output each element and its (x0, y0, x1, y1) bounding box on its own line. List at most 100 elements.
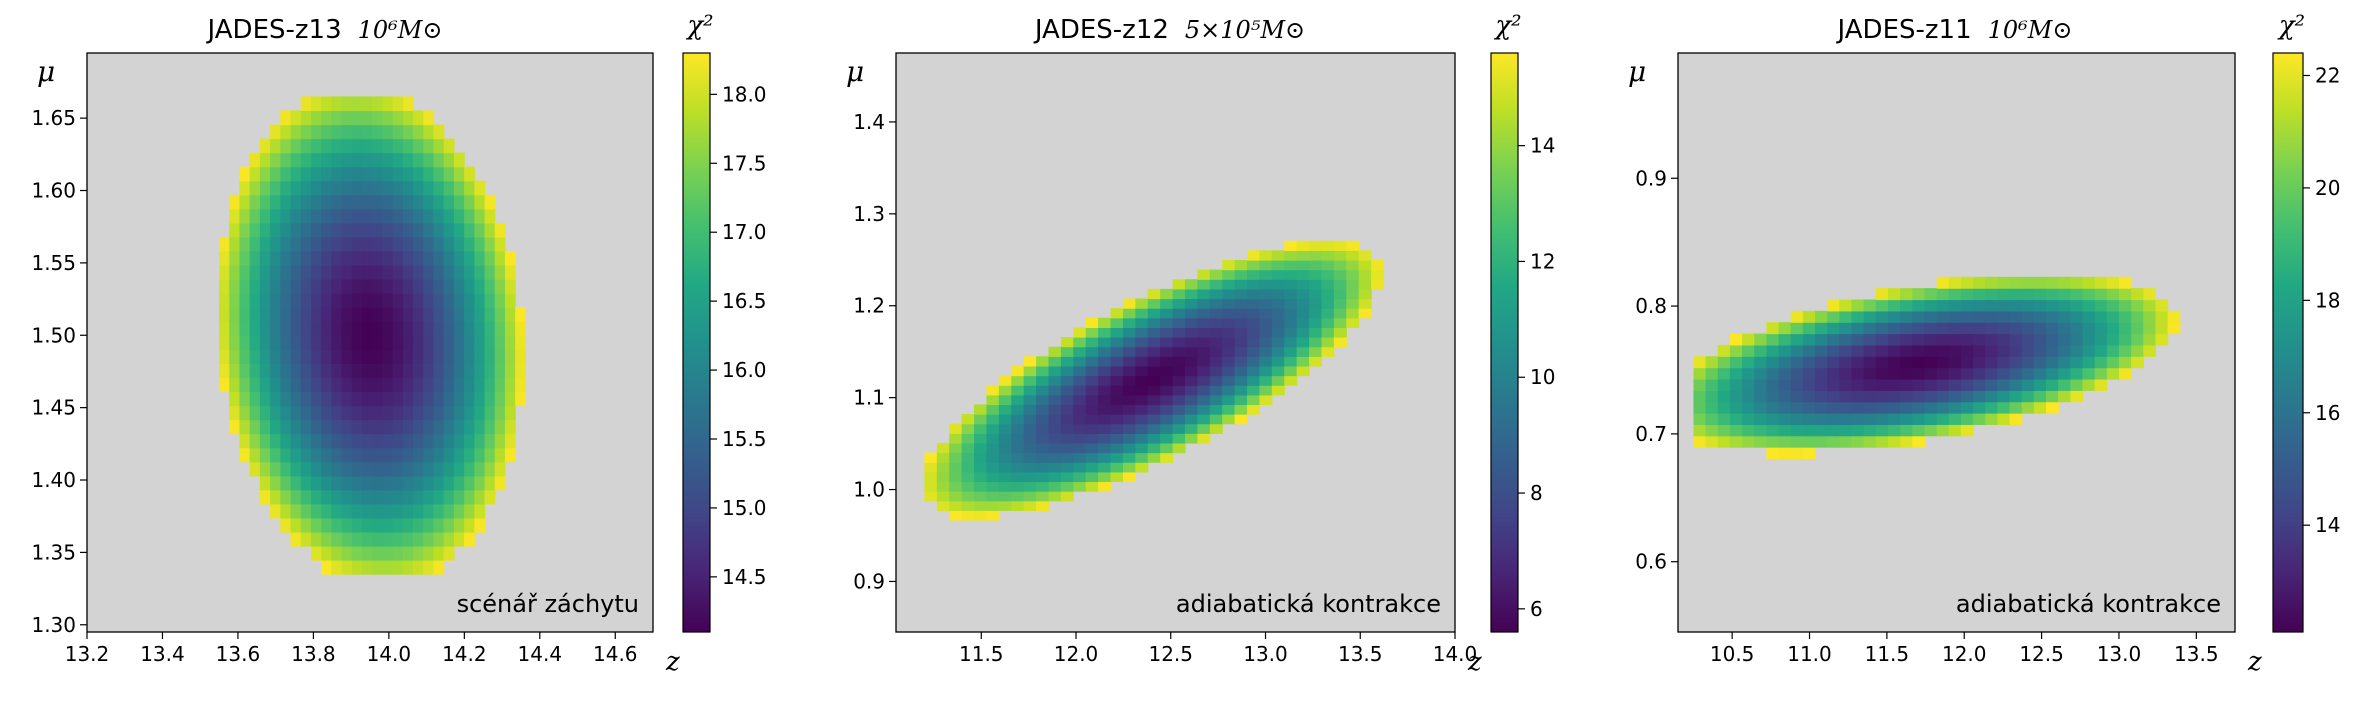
heatmap-cell (1802, 356, 1816, 369)
heatmap-cell (2033, 401, 2047, 414)
heatmap-cell (443, 180, 455, 196)
chart-title-mass: 10⁶M⊙ (358, 16, 443, 44)
heatmap-cell (362, 475, 373, 491)
heatmap-cell (1160, 317, 1174, 328)
heatmap-cell (229, 222, 241, 238)
x-tick-label: 12.5 (1148, 642, 1193, 666)
heatmap-cell (1851, 390, 1865, 403)
heatmap-cell (351, 503, 363, 519)
heatmap-cell (1184, 385, 1198, 396)
heatmap-cell (1222, 260, 1236, 271)
heatmap-cell (1887, 299, 1901, 312)
heatmap-cell (351, 546, 363, 561)
heatmap-cell (1839, 333, 1853, 346)
heatmap-cell (341, 503, 353, 519)
y-tick-label: 1.60 (31, 179, 76, 203)
heatmap-cell (453, 531, 465, 547)
heatmap-cell (1742, 424, 1755, 437)
heatmap-cell (331, 531, 343, 547)
heatmap-cell (1790, 435, 1804, 448)
heatmap-cell (1023, 394, 1037, 406)
heatmap-cell (1296, 346, 1310, 357)
heatmap-cell (1875, 424, 1889, 437)
heatmap-cell (392, 560, 404, 575)
heatmap-cell (1122, 365, 1136, 377)
chart-title-mass: 5×10⁵M⊙ (1185, 16, 1305, 44)
heatmap-cell (1284, 337, 1298, 348)
heatmap-cell (949, 510, 963, 521)
heatmap-cell (453, 335, 465, 350)
heatmap-cell (1160, 442, 1174, 454)
heatmap-cell (423, 152, 435, 168)
heatmap-cell (433, 166, 445, 182)
heatmap-cell (382, 405, 394, 421)
heatmap-cell (1851, 299, 1865, 312)
heatmap-cell (961, 471, 975, 483)
heatmap-cell (1693, 367, 1707, 380)
y-tick-label: 1.30 (31, 613, 76, 637)
heatmap-cell (413, 307, 424, 322)
heatmap-cell (1936, 367, 1950, 380)
heatmap-cell (1960, 299, 1974, 312)
heatmap-cell (351, 560, 363, 575)
heatmap-cell (423, 461, 435, 477)
heatmap-cell (936, 471, 950, 483)
heatmap-cell (382, 307, 394, 322)
heatmap-cell (504, 377, 516, 393)
heatmap-cell (1887, 378, 1901, 391)
heatmap-cell (1060, 462, 1074, 473)
heatmap-cell (1346, 308, 1360, 319)
heatmap-cell (1358, 279, 1372, 290)
heatmap-cell (413, 391, 424, 407)
heatmap-cell (1234, 269, 1248, 280)
heatmap-cell (1997, 413, 2011, 425)
heatmap-cell (341, 265, 353, 280)
heatmap-cell (259, 447, 271, 463)
heatmap-cell (372, 517, 384, 533)
heatmap-cell (2118, 344, 2132, 357)
heatmap-cell (1936, 344, 1950, 357)
heatmap-cell (1693, 390, 1707, 403)
heatmap-cell (1209, 356, 1223, 367)
heatmap-cell (1863, 299, 1877, 312)
heatmap-cell (474, 405, 486, 421)
heatmap-cell (1309, 298, 1323, 309)
heatmap-cell (362, 180, 373, 196)
heatmap-cell (1122, 394, 1136, 406)
heatmap-cell (484, 307, 496, 322)
heatmap-cell (362, 349, 373, 364)
heatmap-cell (1997, 390, 2011, 403)
heatmap-cell (1147, 394, 1161, 406)
heatmap-cell (249, 461, 261, 477)
heatmap-cell (1887, 401, 1901, 414)
heatmap-cell (1110, 356, 1124, 367)
heatmap-cells (924, 240, 1385, 521)
heatmap-cell (1135, 375, 1149, 386)
heatmap-cell (270, 194, 281, 210)
heatmap-cell (1085, 442, 1099, 454)
heatmap-cell (2094, 356, 2108, 369)
heatmap-cell (1296, 337, 1310, 348)
heatmap-cell (961, 452, 975, 463)
heatmap-cell (1060, 414, 1074, 425)
heatmap-cell (515, 335, 526, 350)
heatmap-cell (382, 335, 394, 350)
heatmap-cell (321, 363, 332, 379)
heatmap-cell (1098, 375, 1112, 386)
heatmap-cell (1222, 337, 1236, 348)
heatmap-cell (1863, 435, 1877, 448)
heatmap-cell (270, 307, 281, 322)
heatmap-cell (1717, 413, 1731, 425)
heatmap-cell (321, 250, 332, 266)
heatmap-cell (362, 447, 373, 463)
heatmap-cell (1790, 378, 1804, 391)
heatmap-cell (2094, 288, 2108, 301)
heatmap-cell (423, 250, 435, 266)
heatmap-cell (1259, 327, 1273, 338)
heatmap-cell (1997, 310, 2011, 323)
axes-frame (895, 52, 1456, 633)
heatmap-cell (1073, 414, 1087, 425)
heatmap-cell (1693, 424, 1707, 437)
heatmap-cell (986, 394, 1000, 406)
heatmap-cell (1011, 385, 1025, 396)
